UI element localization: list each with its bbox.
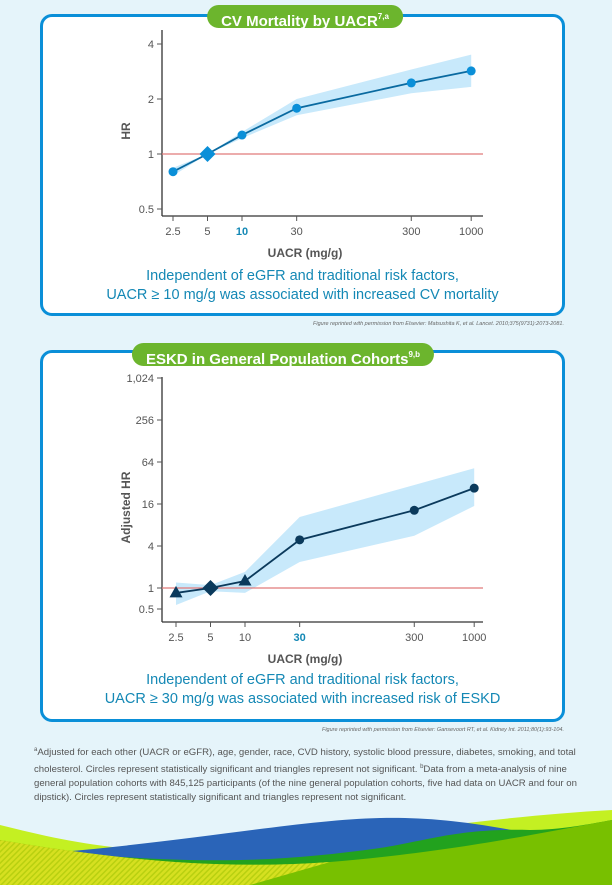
- cv-mortality-card: [40, 14, 565, 316]
- data-point-circle: [168, 167, 178, 177]
- y-tick-label: 0.5: [139, 604, 154, 616]
- caption-line-1: Independent of eGFR and traditional risk…: [146, 268, 459, 284]
- x-tick-label: 300: [402, 226, 420, 238]
- x-tick-label: 30: [291, 226, 303, 238]
- data-point-triangle: [169, 585, 183, 598]
- caption-line-2: UACR ≥ 30 mg/g was associated with incre…: [104, 691, 501, 707]
- y-axis-label: Adjusted HR: [119, 471, 133, 543]
- data-point-diamond: [199, 146, 216, 162]
- data-point-circle: [409, 505, 419, 515]
- eskd-title: ESKD in General Population Cohorts9,b: [131, 343, 435, 368]
- x-tick-label: 1000: [462, 632, 486, 644]
- eskd-caption: Independent of eGFR and traditional risk…: [40, 671, 565, 709]
- data-point-circle: [469, 483, 479, 493]
- y-tick-label: 256: [136, 415, 154, 427]
- y-tick-label: 1: [148, 149, 154, 161]
- x-tick-label: 10: [236, 226, 248, 238]
- y-tick-label: 4: [148, 39, 154, 51]
- x-tick-label: 300: [405, 632, 423, 644]
- cv-mortality-citation: Figure reprinted with permission from El…: [313, 321, 564, 327]
- title-superscript: 7,a: [377, 12, 389, 21]
- x-tick-label: 10: [239, 632, 251, 644]
- cv-mortality-caption: Independent of eGFR and traditional risk…: [40, 267, 565, 305]
- footnote-b-mark: b: [420, 764, 424, 771]
- title-superscript: 9,b: [408, 350, 421, 359]
- series-line: [172, 70, 472, 173]
- y-tick-label: 16: [142, 499, 154, 511]
- y-tick-label: 1: [148, 583, 154, 595]
- data-point-triangle: [238, 573, 252, 586]
- footnote-a-mark: a: [34, 747, 38, 753]
- y-axis-label: HR: [119, 122, 133, 140]
- confidence-band: [173, 54, 472, 176]
- footnote-a-text: Adjusted for each other (UACR or eGFR), …: [34, 747, 576, 776]
- data-point-circle: [292, 103, 302, 113]
- x-tick-label: 30: [294, 632, 306, 644]
- data-point-circle: [466, 66, 476, 76]
- data-point-circle: [237, 130, 247, 140]
- confidence-band: [176, 468, 475, 606]
- footnote: aAdjusted for each other (UACR or eGFR),…: [34, 743, 594, 805]
- data-point-circle: [295, 535, 305, 545]
- data-point-diamond: [202, 580, 219, 596]
- title-text: ESKD in General Population Cohorts: [145, 351, 409, 368]
- y-tick-label: 1,024: [126, 373, 154, 385]
- eskd-citation: Figure reprinted with permission from El…: [321, 727, 564, 733]
- x-tick-label: 5: [204, 226, 210, 238]
- y-tick-label: 0.5: [139, 204, 154, 216]
- data-point-circle: [406, 78, 416, 88]
- caption-line-2: UACR ≥ 10 mg/g was associated with incre…: [106, 287, 499, 303]
- caption-line-1: Independent of eGFR and traditional risk…: [146, 672, 459, 688]
- decorative-wave: [0, 810, 612, 885]
- x-tick-label: 2.5: [165, 226, 180, 238]
- x-tick-label: 5: [207, 632, 213, 644]
- footnote-b-text: Data from a meta-analysis of nine genera…: [34, 764, 577, 804]
- y-tick-label: 2: [148, 94, 154, 106]
- cv-mortality-title: CV Mortality by UACR7,a: [207, 5, 403, 30]
- x-tick-label: 2.5: [168, 632, 183, 644]
- x-axis-label: UACR (mg/g): [268, 652, 343, 666]
- y-tick-label: 64: [142, 457, 154, 469]
- y-tick-label: 4: [148, 541, 154, 553]
- title-text: CV Mortality by UACR: [221, 13, 378, 30]
- x-axis-label: UACR (mg/g): [268, 246, 343, 260]
- x-tick-label: 1000: [459, 226, 483, 238]
